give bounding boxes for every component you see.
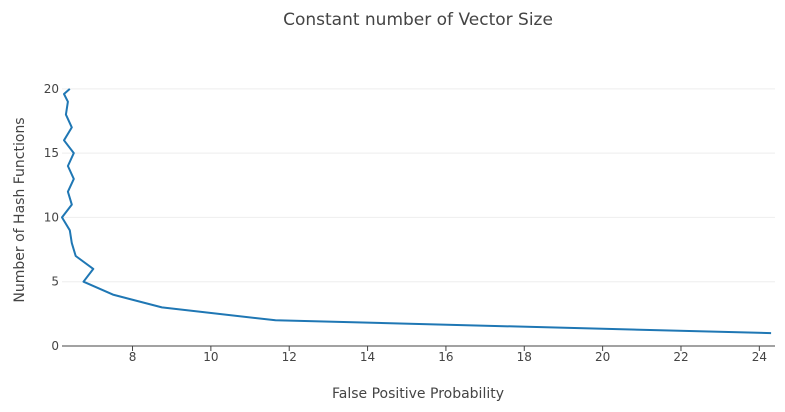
x-axis-label: False Positive Probability [332, 386, 504, 402]
y-tick-label: 10 [44, 210, 59, 224]
y-tick-label: 15 [44, 146, 59, 160]
x-tick-label: 8 [129, 350, 137, 364]
x-tick-label: 22 [673, 350, 688, 364]
x-tick-label: 12 [282, 350, 297, 364]
series-line [61, 88, 772, 335]
y-tick-label: 20 [44, 82, 59, 96]
x-tick-label: 24 [752, 350, 767, 364]
y-axis-label: Number of Hash Functions [12, 117, 28, 302]
gridlines [62, 88, 775, 347]
x-tick-label: 16 [438, 350, 453, 364]
y-tick-label: 0 [51, 339, 59, 353]
chart-title: Constant number of Vector Size [283, 10, 553, 30]
x-tick-label: 14 [360, 350, 375, 364]
x-tick-label: 20 [595, 350, 610, 364]
x-tick-label: 10 [203, 350, 218, 364]
x-tick-label: 18 [517, 350, 532, 364]
x-axis-ticks: 8 10 12 14 16 18 20 22 24 [129, 346, 767, 364]
y-axis-ticks: 0 5 10 15 20 [44, 82, 59, 353]
series-group [61, 88, 772, 335]
y-tick-label: 5 [51, 275, 59, 289]
